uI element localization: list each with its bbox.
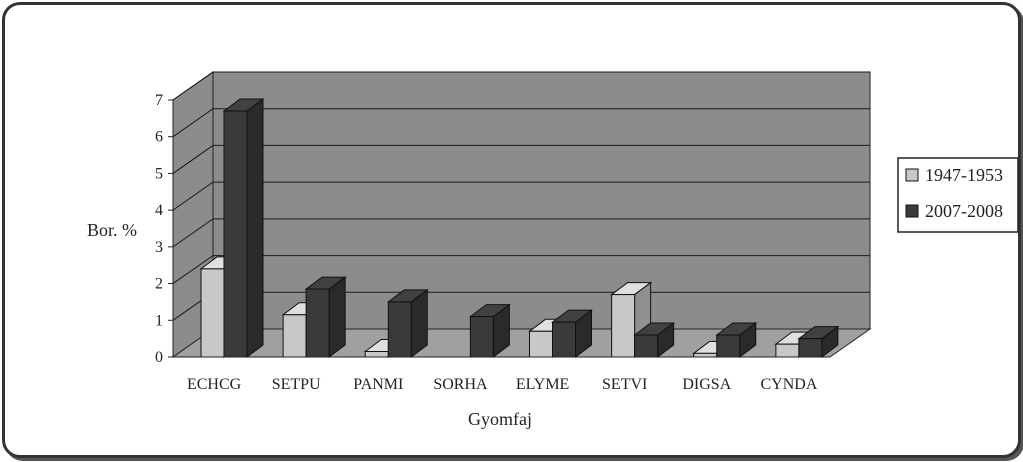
bar-front: [693, 352, 718, 358]
bar-front: [305, 288, 330, 358]
bar-front: [223, 110, 248, 358]
bar-front: [634, 334, 659, 358]
y-tick-label: 6: [155, 129, 163, 146]
x-tick-label: PANMI: [353, 376, 403, 393]
bar-front: [282, 314, 307, 358]
y-tick-label: 2: [155, 276, 163, 293]
bar: [386, 288, 429, 358]
gridline: [172, 71, 870, 101]
bar: [633, 321, 676, 358]
chart-bars: [199, 98, 840, 358]
bar-front: [364, 350, 389, 358]
bar-front: [529, 330, 553, 358]
y-axis-label: Bor. %: [87, 220, 137, 240]
x-tick-label: SETVI: [602, 376, 647, 393]
x-tick-label: CYNDA: [760, 376, 817, 393]
x-tick-label: SETPU: [272, 376, 321, 393]
x-tick-label: ECHCG: [187, 376, 242, 393]
bar-front: [798, 338, 823, 358]
y-tick-label: 0: [155, 349, 163, 366]
gridline: [172, 108, 870, 138]
legend-label: 2007-2008: [925, 201, 1003, 221]
bar: [222, 98, 265, 358]
bar-front: [716, 334, 741, 358]
legend-swatch: [905, 168, 919, 182]
y-tick-label: 7: [155, 92, 163, 109]
legend: 1947-1953 2007-2008: [897, 157, 1019, 233]
bar: [715, 321, 758, 358]
x-tick-label: SORHA: [433, 376, 488, 393]
legend-box: [897, 157, 1019, 233]
bar-front: [387, 301, 412, 358]
bar: [551, 309, 593, 358]
gridline: [172, 144, 870, 174]
legend-label: 1947-1953: [925, 165, 1003, 185]
y-tick-label: 1: [155, 312, 163, 329]
bar-side: [246, 98, 264, 358]
bar-front: [469, 316, 494, 358]
x-axis-label: Gyomfaj: [468, 409, 532, 429]
y-tick-label: 5: [155, 165, 163, 182]
gridline: [172, 255, 870, 284]
bar-side: [328, 276, 346, 358]
bar: [468, 303, 511, 358]
y-tick-label: 4: [155, 202, 163, 219]
legend-swatch: [905, 204, 919, 218]
bar-front: [552, 321, 576, 358]
chart-walls: [171, 71, 872, 358]
x-tick-label: DIGSA: [682, 376, 731, 393]
gridline: [172, 181, 870, 211]
bar-front: [611, 294, 636, 358]
y-tick-label: 3: [155, 239, 163, 256]
floor: [171, 328, 872, 358]
bar: [304, 276, 347, 358]
y-axis: 0 1 2 3 4 5 6 7: [155, 92, 174, 366]
x-axis: ECHCG SETPU PANMI SORHA ELYME SETVI DIGSA CYNDA: [173, 356, 830, 393]
bar-front: [775, 343, 800, 358]
gridline: [172, 218, 870, 248]
x-tick-label: ELYME: [516, 376, 570, 393]
bar-front: [200, 268, 225, 358]
